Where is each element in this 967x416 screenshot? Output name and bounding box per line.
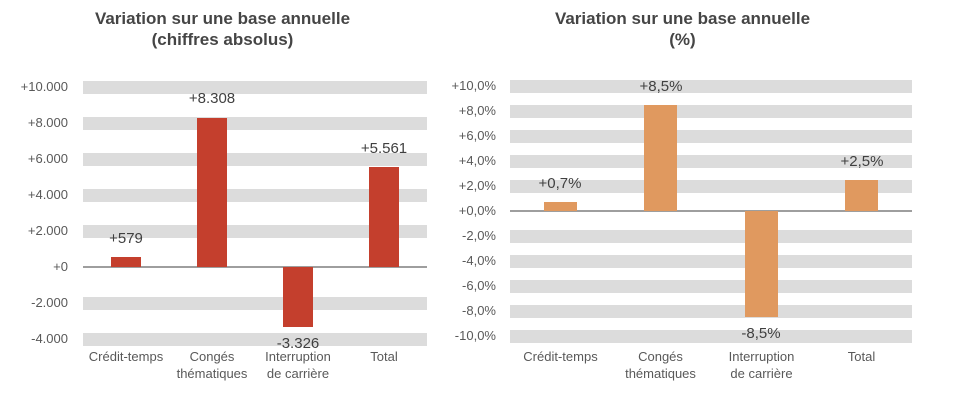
category-label-line: Congés [189,349,235,364]
chart-title-line2: (%) [669,30,696,49]
bar-total [369,166,399,267]
data-label-total: +5.561 [360,140,408,157]
y-axis-tick-label: +6.000 [27,151,68,166]
data-label-total: +2,5% [840,153,884,170]
data-label-conges-thematiques: +8.308 [188,90,236,107]
category-label-line: Congés [638,349,683,364]
x-axis-zero-line [510,210,912,212]
y-axis-tick-label: -6,0% [462,278,496,293]
gridline-band [510,130,912,143]
bar-conges-thematiques [197,117,227,267]
chart-title: Variation sur une base annuelle (chiffre… [0,8,445,50]
chart-title: Variation sur une base annuelle (%) [460,8,905,50]
bar-interruption-de-carriere [283,267,313,327]
x-axis-category-label-interruption-de-carriere: Interruption de carrière [704,348,819,382]
gridline-band [83,81,427,94]
x-axis-category-label-total: Total [334,348,434,365]
category-label-line: Crédit-temps [88,349,164,364]
y-axis-tick-label: +4.000 [27,187,68,202]
data-label-conges-thematiques: +8,5% [639,78,683,95]
gridline-band [510,105,912,118]
x-axis-category-label-interruption-de-carriere: Interruption de carrière [248,348,348,382]
gridline-band [510,255,912,268]
chart-title-line2: (chiffres absolus) [151,30,294,49]
bar-total [845,179,878,212]
gridline-band [83,189,427,202]
y-axis-tick-label: +2.000 [27,223,68,238]
x-axis-category-label-total: Total [804,348,919,365]
gridline-band [510,80,912,93]
category-label-line: Total [370,349,398,364]
y-axis-tick-label: -4.000 [31,331,68,346]
gridline-band [83,225,427,238]
data-label-interruption-de-carriere: -3.326 [276,335,320,352]
x-axis-category-label-credit-temps: Crédit-temps [76,348,176,365]
y-axis-tick-label: -4,0% [462,253,496,268]
bar-credit-temps [544,202,577,212]
data-label-credit-temps: +579 [109,230,143,247]
bar-credit-temps [111,256,141,267]
x-axis-category-label-credit-temps: Crédit-temps [503,348,618,365]
data-label-credit-temps: +0,7% [538,175,582,192]
y-axis-tick-label: -2,0% [462,228,496,243]
x-axis-category-label-conges-thematiques: Congés thématiques [162,348,262,382]
gridline-band [83,333,427,346]
gridline-band [510,330,912,343]
y-axis-tick-label: +6,0% [458,128,496,143]
y-axis-tick-label: +0,0% [458,203,496,218]
category-label-line: de carrière [266,366,330,381]
category-label-line: Interruption [728,349,795,364]
y-axis-tick-label: +10.000 [20,79,68,94]
data-label-interruption-de-carriere: -8,5% [741,325,781,342]
gridline-band [510,230,912,243]
y-axis-tick-label: +8,0% [458,103,496,118]
category-label-line: Crédit-temps [523,349,598,364]
gridline-band [510,305,912,318]
y-axis-tick-label: +2,0% [458,178,496,193]
category-label-line: thématiques [625,366,696,381]
gridline-band [510,280,912,293]
y-axis-tick-label: +8.000 [27,115,68,130]
x-axis-category-label-conges-thematiques: Congés thématiques [603,348,718,382]
category-label-line: Total [847,349,876,364]
bar-interruption-de-carriere [745,211,778,318]
chart-title-line1: Variation sur une base annuelle [554,9,811,28]
gridline-band [83,117,427,130]
gridline-band [510,155,912,168]
y-axis-tick-label: -10,0% [454,328,496,343]
y-axis-tick-label: +10,0% [451,78,496,93]
y-axis-tick-label: -8,0% [462,303,496,318]
y-axis-tick-label: -2.000 [31,295,68,310]
gridline-band [510,180,912,193]
category-label-line: thématiques [176,366,248,381]
chart-title-line1: Variation sur une base annuelle [94,9,351,28]
category-label-line: de carrière [730,366,793,381]
gridline-band [83,153,427,166]
gridline-band [83,297,427,310]
bar-conges-thematiques [644,104,677,212]
y-axis-tick-label: +4,0% [458,153,496,168]
category-label-line: Interruption [265,349,331,364]
y-axis-tick-label: +0 [53,259,68,274]
x-axis-zero-line [83,266,427,268]
